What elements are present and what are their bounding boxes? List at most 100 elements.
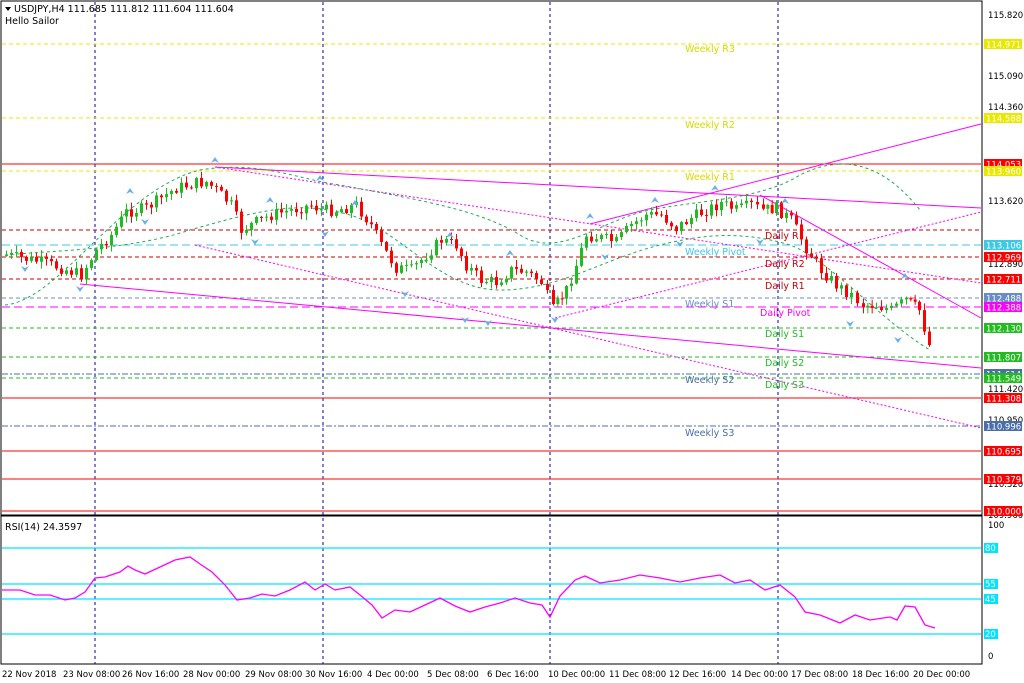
fractal-down-icon [846,321,854,327]
candle-body [895,303,898,306]
candle-body [145,203,148,205]
candle-body [880,307,883,311]
candle-body [866,305,870,308]
time-label: 23 Nov 08:00 [63,670,120,680]
price-tick: 112.890 [988,260,1023,270]
candle-body [340,209,343,213]
candle-body [285,210,288,213]
candle-body [918,301,921,311]
candle-body [505,278,508,283]
candle-body [520,268,523,273]
candle-body [235,200,238,212]
price-tag: 112.488 [986,295,1021,305]
price-tag-bg [984,159,1022,169]
time-axis[interactable]: 22 Nov 2018 23 Nov 08:00 26 Nov 16:00 28… [2,670,970,680]
candle-body [245,229,248,233]
candle-body [650,212,653,215]
price-tag-bg [984,474,1022,484]
candle-body [540,279,543,284]
candle-body [570,283,573,287]
candle-body [670,222,673,227]
candle-body [815,257,818,259]
candle-body [485,281,488,283]
candle-body [705,215,708,217]
time-label: 5 Dec 08:00 [427,670,479,680]
candle-body [785,212,788,218]
candle-body [360,201,363,217]
candle-body [320,209,323,211]
candle-body [210,181,213,186]
candle-body [200,177,203,187]
rsi-level-tags: 80 55 45 20 [984,543,998,640]
candle-body [510,266,513,279]
price-tag-bg [984,274,1022,284]
candle-body [805,239,808,254]
candle-body [725,201,728,203]
candle-body [875,307,878,309]
candle-body [770,204,774,214]
candle-body [810,253,813,258]
candle-body [700,209,703,216]
time-label: 29 Nov 08:00 [245,670,302,680]
candle-body [180,182,183,193]
candle-body [100,243,103,250]
candlestick-series[interactable] [5,171,931,347]
candle-body [909,298,913,300]
label-daily-s3: Daily S3 [765,380,804,391]
candle-body [375,224,378,231]
price-axis[interactable]: 115.820 115.090 114.360 113.620 112.890 … [988,11,1023,521]
candle-body [80,268,83,280]
candle-body [415,263,418,265]
time-label: 28 Nov 00:00 [183,670,240,680]
candle-body [190,187,193,189]
price-tag: 111.549 [986,375,1021,385]
candle-body [405,264,408,266]
candle-body [745,200,748,204]
candle-body [840,285,843,289]
price-tag: 114.588 [986,115,1021,125]
candle-body [740,203,743,206]
fractal-down-icon [76,286,84,292]
candle-body [270,216,273,220]
candle-body [900,299,903,304]
candle-body [610,234,613,242]
candle-body [870,305,874,309]
candle-body [605,234,608,236]
collapse-triangle-icon[interactable] [5,7,11,11]
candle-body [440,240,443,243]
candle-body [720,201,723,211]
label-daily-r1: Daily R1 [765,281,805,292]
candle-body [905,298,908,300]
candle-body [130,209,133,217]
price-tag: 112.130 [986,325,1021,335]
candle-body [115,226,118,235]
candle-body [140,203,143,213]
candle-body [475,268,478,271]
candle-body [305,205,308,214]
candle-body [425,259,428,261]
candle-body [5,254,8,256]
candle-body [766,204,770,209]
candle-body [645,214,648,221]
candle-body [255,216,258,223]
time-label: 4 Dec 00:00 [367,670,419,680]
price-tag: 113.960 [986,168,1021,178]
price-tag-bg [984,113,1022,123]
candle-body [135,212,138,217]
fractal-down-icon [894,337,902,343]
fractal-down-icon [676,241,684,247]
time-label: 20 Dec 00:00 [913,670,970,680]
trendlines[interactable] [79,123,982,429]
candle-body [370,222,373,225]
price-tag: 114.971 [986,41,1021,51]
rsi-panel[interactable] [0,515,983,665]
fractal-up-icon [711,185,719,191]
fractal-up-icon [586,213,594,219]
label-daily-r3: Daily R [765,231,799,242]
price-panel[interactable] [0,0,983,516]
candle-body [565,286,568,299]
candle-body [330,204,333,216]
candle-body [365,216,368,223]
candle-body [170,190,173,195]
